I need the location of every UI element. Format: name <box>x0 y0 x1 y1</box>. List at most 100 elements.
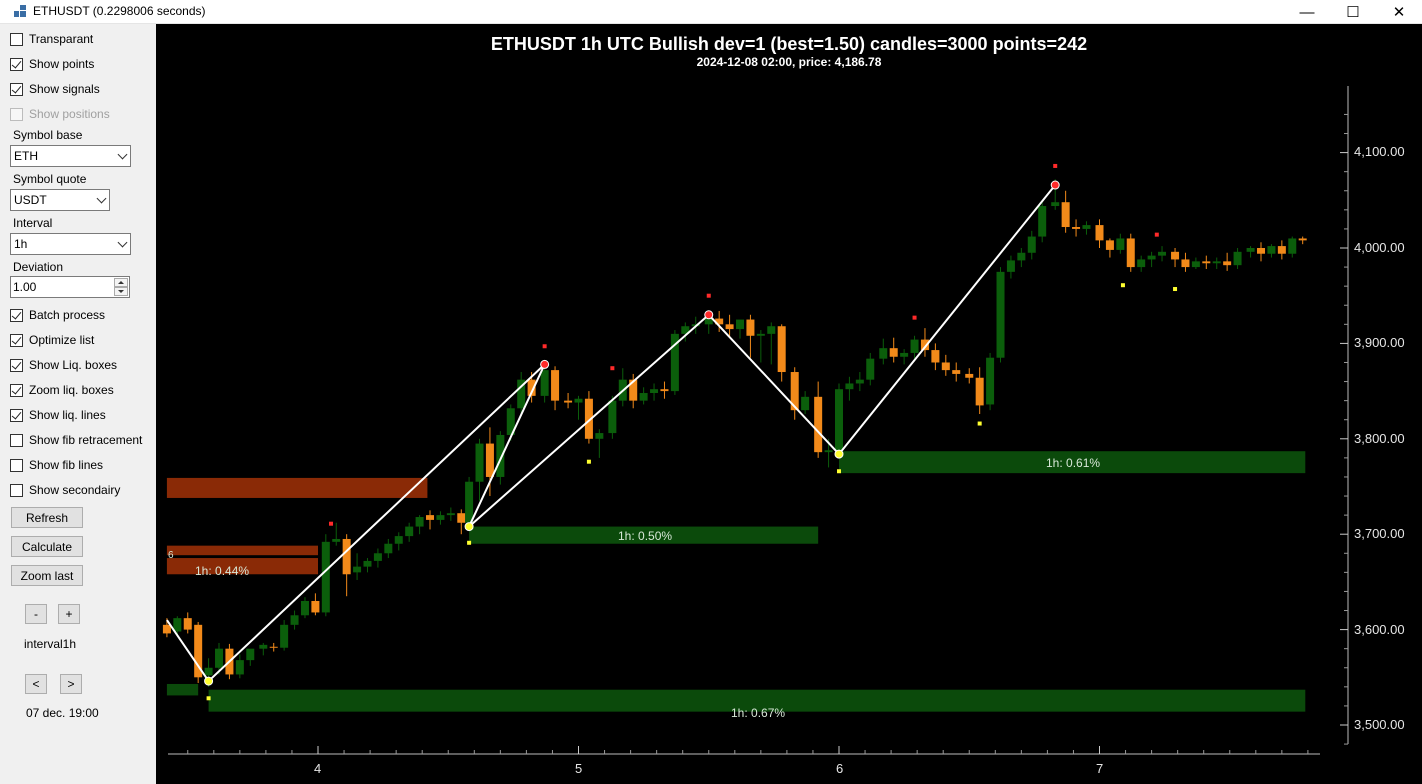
interval-select[interactable]: 1h <box>10 233 131 255</box>
candle-body <box>996 271 1005 358</box>
candle-body <box>736 319 745 330</box>
candle-body <box>660 389 669 392</box>
chart-canvas <box>162 86 1349 755</box>
candle-body <box>540 370 549 396</box>
stepper-up-icon[interactable] <box>114 278 128 287</box>
candle-body <box>527 379 536 396</box>
candle-body <box>1061 202 1070 228</box>
zoom-out-button[interactable]: - <box>25 604 47 624</box>
minimize-button[interactable]: — <box>1299 3 1315 21</box>
deviation-value[interactable]: 1.00 <box>13 280 37 294</box>
maximize-button[interactable]: ☐ <box>1346 4 1360 21</box>
candle-body <box>246 648 255 661</box>
candle-body <box>457 513 466 523</box>
symbol-quote-select[interactable]: USDT <box>10 189 110 211</box>
checkbox-label: Show fib retracement <box>29 433 143 447</box>
checkbox-box[interactable] <box>10 458 23 472</box>
candle-body <box>855 379 864 384</box>
checkbox-show-points[interactable]: Show points <box>10 55 94 73</box>
candle-body <box>931 350 940 363</box>
checkbox-label: Zoom liq. boxes <box>29 383 114 397</box>
candle-body <box>173 618 182 632</box>
zone-cut-label: 6 <box>168 550 174 561</box>
candle-body <box>1105 240 1114 250</box>
checkbox-box[interactable] <box>10 308 23 322</box>
date-text: 07 dec. 19:00 <box>26 706 99 720</box>
chart-subtitle: 2024-12-08 02:00, price: 4,186.78 <box>696 55 882 69</box>
candle-body <box>584 398 593 439</box>
candle-body <box>384 543 393 554</box>
candle-body <box>725 324 734 330</box>
liquidity-box <box>166 477 428 498</box>
previous-button[interactable]: < <box>25 674 47 694</box>
candle-body <box>1116 238 1125 250</box>
close-button[interactable]: ✕ <box>1392 4 1406 21</box>
checkbox-box[interactable] <box>10 433 23 447</box>
candle-body <box>311 600 320 613</box>
calculate-button[interactable]: Calculate <box>11 536 83 557</box>
candle-body <box>564 400 573 403</box>
deviation-stepper[interactable]: 1.00 <box>10 276 130 298</box>
checkbox-box[interactable] <box>10 383 23 397</box>
candle-body <box>1181 259 1190 268</box>
refresh-button[interactable]: Refresh <box>11 507 83 528</box>
checkbox-box[interactable] <box>10 408 23 422</box>
checkbox-box[interactable] <box>10 358 23 372</box>
signal-high-marker <box>912 315 917 320</box>
control-panel: Transparant Show points Show signals Sho… <box>0 24 156 784</box>
checkbox-box[interactable] <box>10 32 23 46</box>
y-tick-label: 3,900.00 <box>1354 335 1405 350</box>
liquidity-zone <box>208 689 1306 712</box>
checkbox-zoom-liq-boxes[interactable]: Zoom liq. boxes <box>10 381 114 399</box>
checkbox-show-fib-retracement[interactable]: Show fib retracement <box>10 431 142 449</box>
candle-body <box>1171 251 1180 260</box>
zoom-in-button[interactable]: + <box>58 604 80 624</box>
candle-body <box>879 348 888 359</box>
checkbox-box[interactable] <box>10 57 23 71</box>
candle-body <box>777 326 786 373</box>
candle-body <box>280 624 289 648</box>
checkbox-show-fib-lines[interactable]: Show fib lines <box>10 456 103 474</box>
candle-body <box>300 600 309 616</box>
checkbox-show-secondairy[interactable]: Show secondairy <box>10 481 120 499</box>
next-button[interactable]: > <box>60 674 82 694</box>
signal-high-marker <box>610 366 615 371</box>
stepper-down-icon[interactable] <box>114 287 128 296</box>
checkbox-box[interactable] <box>10 483 23 497</box>
x-tick-label: 6 <box>836 761 844 776</box>
checkbox-box[interactable] <box>10 82 23 96</box>
checkbox-show-signals[interactable]: Show signals <box>10 80 100 98</box>
checkbox-show-liq-lines[interactable]: Show liq. lines <box>10 406 106 424</box>
checkbox-transparant[interactable]: Transparant <box>10 30 93 48</box>
chevron-down-icon <box>117 149 128 160</box>
candle-body <box>845 383 854 390</box>
candle-body <box>1017 252 1026 261</box>
candle-body <box>485 443 494 477</box>
candle-body <box>321 541 330 613</box>
candle-body <box>715 318 724 325</box>
symbol-base-select[interactable]: ETH <box>10 145 131 167</box>
candle-body <box>889 348 898 357</box>
checkbox-label: Optimize list <box>29 333 95 347</box>
candle-body <box>1006 260 1015 272</box>
candle-body <box>629 379 638 401</box>
signal-low-marker <box>206 696 211 701</box>
candle-body <box>426 515 435 520</box>
signal-low-marker <box>586 459 591 464</box>
deviation-label: Deviation <box>13 260 64 274</box>
candle-body <box>1223 261 1232 266</box>
candle-body <box>1233 251 1242 266</box>
checkbox-optimize-list[interactable]: Optimize list <box>10 331 94 349</box>
candle-body <box>436 515 445 520</box>
chart-title: ETHUSDT 1h UTC Bullish dev=1 (best=1.50)… <box>490 34 1088 54</box>
liquidity-zones-layer <box>166 451 1306 712</box>
candle-body <box>965 373 974 378</box>
candle-body <box>801 396 810 411</box>
zoom-last-button[interactable]: Zoom last <box>11 565 83 586</box>
checkbox-show-liq-boxes[interactable]: Show Liq. boxes <box>10 356 117 374</box>
price-chart[interactable]: ETHUSDT 1h UTC Bullish dev=1 (best=1.50)… <box>156 24 1422 784</box>
checkbox-box[interactable] <box>10 333 23 347</box>
checkbox-batch-process[interactable]: Batch process <box>10 306 105 324</box>
y-tick-label: 3,600.00 <box>1354 622 1405 637</box>
y-tick-label: 4,100.00 <box>1354 144 1405 159</box>
